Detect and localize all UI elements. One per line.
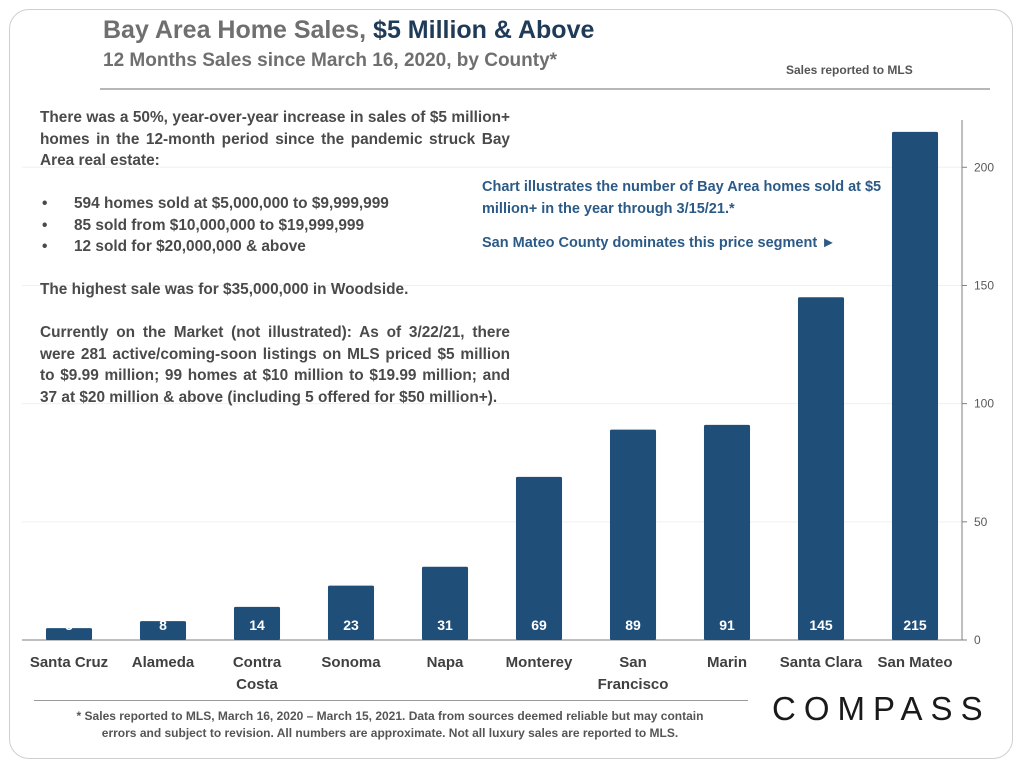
market-text: Currently on the Market (not illustrated… (40, 324, 510, 406)
bullet-item: • 594 homes sold at $5,000,000 to $9,999,… (40, 193, 510, 215)
bullet-glyph: • (42, 195, 48, 212)
x-tick-label: Contra Costa (233, 654, 282, 693)
y-tick-label: 50 (974, 515, 988, 529)
callout-line1: Chart illustrates the number of Bay Area… (482, 179, 882, 217)
bar-data-label: 69 (531, 617, 547, 633)
x-tick-label: Alameda (132, 654, 195, 671)
callout-line2: San Mateo County dominates this price se… (482, 235, 836, 251)
header-divider (100, 88, 990, 90)
bar (609, 429, 657, 640)
bullet-item: • 12 sold for $20,000,000 & above (40, 236, 510, 258)
bar-data-label: 145 (809, 617, 833, 633)
bar-data-label: 5 (65, 617, 73, 633)
bar (703, 424, 751, 640)
bar (797, 297, 845, 640)
y-tick-label: 200 (974, 160, 994, 174)
bar (327, 585, 375, 640)
x-tick-label: Marin (707, 654, 747, 671)
chart-callout: Chart illustrates the number of Bay Area… (482, 176, 882, 266)
y-tick-label: 100 (974, 397, 994, 411)
y-tick-label: 150 (974, 278, 994, 292)
x-tick-label: Santa Clara (780, 654, 863, 671)
bar (139, 621, 187, 640)
x-tick-label: Napa (427, 654, 464, 671)
bullet-text: 594 homes sold at $5,000,000 to $9,999,9… (74, 195, 389, 212)
x-tick-label: Santa Cruz (30, 654, 108, 671)
x-tick-label: San Mateo (877, 654, 952, 671)
source-note: Sales reported to MLS (786, 63, 913, 77)
page-subtitle: 12 Months Sales since March 16, 2020, by… (103, 50, 558, 71)
compass-logo: COMPASS (772, 690, 991, 727)
bar (421, 566, 469, 640)
sales-bullet-list: • 594 homes sold at $5,000,000 to $9,999,… (40, 193, 510, 258)
bar-data-label: 8 (159, 617, 167, 633)
x-tick-label: San Francisco (598, 654, 669, 693)
title-main: Bay Area Home Sales, (103, 16, 374, 44)
highest-sale-text: The highest sale was for $35,000,000 in … (40, 281, 409, 298)
y-tick-label: 0 (974, 633, 981, 647)
bullet-glyph: • (42, 216, 48, 234)
footer-divider (34, 700, 748, 701)
title-accent: $5 Million & Above (373, 16, 595, 44)
x-tick-label: Monterey (506, 654, 573, 671)
bar (891, 131, 939, 640)
narrative-text: There was a 50%, year-over-year increase… (40, 107, 510, 430)
footer-line1: * Sales reported to MLS, March 16, 2020 … (76, 709, 704, 723)
x-tick-label: Sonoma (321, 654, 381, 671)
bullet-text: 12 sold for $20,000,000 & above (74, 238, 306, 255)
bullet-glyph: • (42, 238, 48, 255)
bar-data-label: 14 (249, 617, 265, 633)
bullet-text: 85 sold from $10,000,000 to $19,999,999 (74, 216, 365, 234)
bar (233, 606, 281, 640)
footer-line2: errors and subject to revision. All numb… (101, 726, 679, 740)
bar-data-label: 31 (437, 617, 453, 633)
bar-data-label: 91 (719, 617, 735, 633)
footer-note: * Sales reported to MLS, March 16, 2020 … (30, 708, 750, 742)
bar-data-label: 89 (625, 617, 641, 633)
narrative-intro: There was a 50%, year-over-year increase… (40, 109, 510, 169)
bullet-item: • 85 sold from $10,000,000 to $19,999,999 (40, 215, 510, 237)
bar-data-label: 215 (903, 617, 927, 633)
page-title: Bay Area Home Sales, $5 Million & Above (103, 16, 594, 45)
bar-data-label: 23 (343, 617, 359, 633)
bar (45, 628, 93, 640)
bar (515, 476, 563, 640)
